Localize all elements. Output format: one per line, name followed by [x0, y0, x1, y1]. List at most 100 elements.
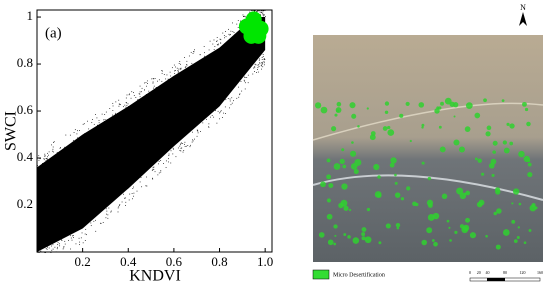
vegetation-patch [465, 217, 471, 223]
stray-dot [257, 64, 259, 66]
stray-dot [258, 64, 260, 66]
vegetation-patch [421, 123, 425, 127]
stray-dot [148, 90, 150, 92]
stray-dot [45, 160, 47, 162]
stray-dot [174, 72, 176, 74]
stray-dot [258, 10, 260, 11]
stray-dot [129, 93, 130, 95]
stray-dot [260, 14, 262, 16]
stray-dot [86, 234, 87, 236]
stray-dot [258, 59, 260, 61]
stray-dot [182, 151, 184, 153]
map-road [312, 102, 544, 141]
stray-dot [46, 158, 47, 160]
stray-dot [133, 186, 134, 188]
y-tick-label: 1 [27, 8, 34, 23]
stray-dot [254, 63, 256, 65]
stray-dot [44, 155, 46, 156]
vegetation-patch [334, 234, 337, 237]
vegetation-patch [462, 224, 470, 232]
stray-dot [214, 46, 216, 47]
vegetation-patch [526, 121, 531, 127]
stray-dot [261, 57, 263, 58]
vegetation-patch [427, 214, 435, 221]
stray-dot [160, 170, 162, 172]
stray-dot [180, 150, 182, 152]
vegetation-patch [320, 106, 328, 114]
stray-dot [185, 66, 187, 67]
stray-dot [182, 143, 184, 144]
vegetation-patch [384, 101, 390, 106]
stray-dot [70, 235, 72, 237]
stray-dot [56, 152, 58, 153]
stray-dot [125, 201, 127, 203]
stray-dot [219, 118, 220, 120]
stray-dot [138, 99, 140, 100]
vegetation-patch [373, 163, 380, 171]
stray-dot [184, 143, 185, 145]
stray-dot [140, 177, 142, 178]
stray-dot [253, 67, 255, 69]
stray-dot [184, 57, 185, 58]
vegetation-patch [341, 148, 345, 152]
vegetation-patch [331, 126, 337, 132]
vegetation-patch [534, 206, 538, 210]
vegetation-patch [394, 173, 397, 177]
stray-dot [192, 53, 194, 54]
vegetation-patch [370, 131, 376, 136]
stray-dot [179, 68, 181, 70]
stray-dot [51, 144, 52, 146]
stray-dot [145, 94, 147, 95]
stray-dot [186, 64, 187, 66]
stray-dot [57, 244, 59, 246]
vegetation-patch [427, 176, 432, 181]
stray-dot [74, 129, 76, 131]
stray-dot [127, 103, 129, 105]
vegetation-patch [523, 241, 527, 245]
vegetation-patch [328, 183, 334, 189]
stray-dot [107, 214, 109, 216]
stray-dot [259, 62, 261, 64]
stray-dot [71, 239, 73, 241]
stray-dot [172, 147, 174, 149]
stray-dot [37, 252, 39, 253]
stray-dot [181, 147, 183, 149]
stray-dot [37, 165, 38, 166]
y-tick-label: 0.2 [17, 196, 33, 211]
stray-dot [131, 91, 133, 93]
stray-dot [230, 30, 232, 32]
stray-dot [72, 235, 73, 237]
stray-dot [194, 49, 195, 51]
stray-dot [147, 83, 148, 84]
vegetation-patch [352, 237, 360, 244]
vegetation-patch [493, 211, 498, 216]
stray-dot [153, 166, 155, 168]
stray-dot [141, 87, 143, 89]
scale-label: 0 [469, 270, 471, 275]
stray-dot [118, 103, 120, 105]
stray-dot [192, 139, 194, 141]
vegetation-patch [318, 232, 325, 238]
stray-dot [256, 11, 258, 12]
stray-dot [160, 171, 162, 173]
stray-dot [155, 86, 157, 88]
stray-dot [145, 85, 147, 87]
stray-dot [139, 96, 141, 98]
stray-dot [161, 70, 163, 72]
stray-dot [257, 11, 259, 12]
vegetation-patch [517, 226, 520, 229]
stray-dot [101, 113, 103, 115]
vegetation-patch [476, 201, 483, 208]
vegetation-patch [474, 112, 481, 119]
stray-dot [48, 154, 49, 156]
stray-dot [216, 37, 218, 38]
stray-dot [133, 95, 135, 96]
vegetation-patch [336, 101, 342, 107]
stray-dot [262, 54, 264, 56]
vegetation-patch [421, 126, 424, 129]
map: N Micro Desertification 0 20 40 80 120 160 [312, 3, 544, 282]
stray-dot [135, 97, 137, 98]
stray-dot [213, 116, 215, 118]
stray-dot [45, 252, 46, 253]
stray-dot [61, 240, 63, 241]
